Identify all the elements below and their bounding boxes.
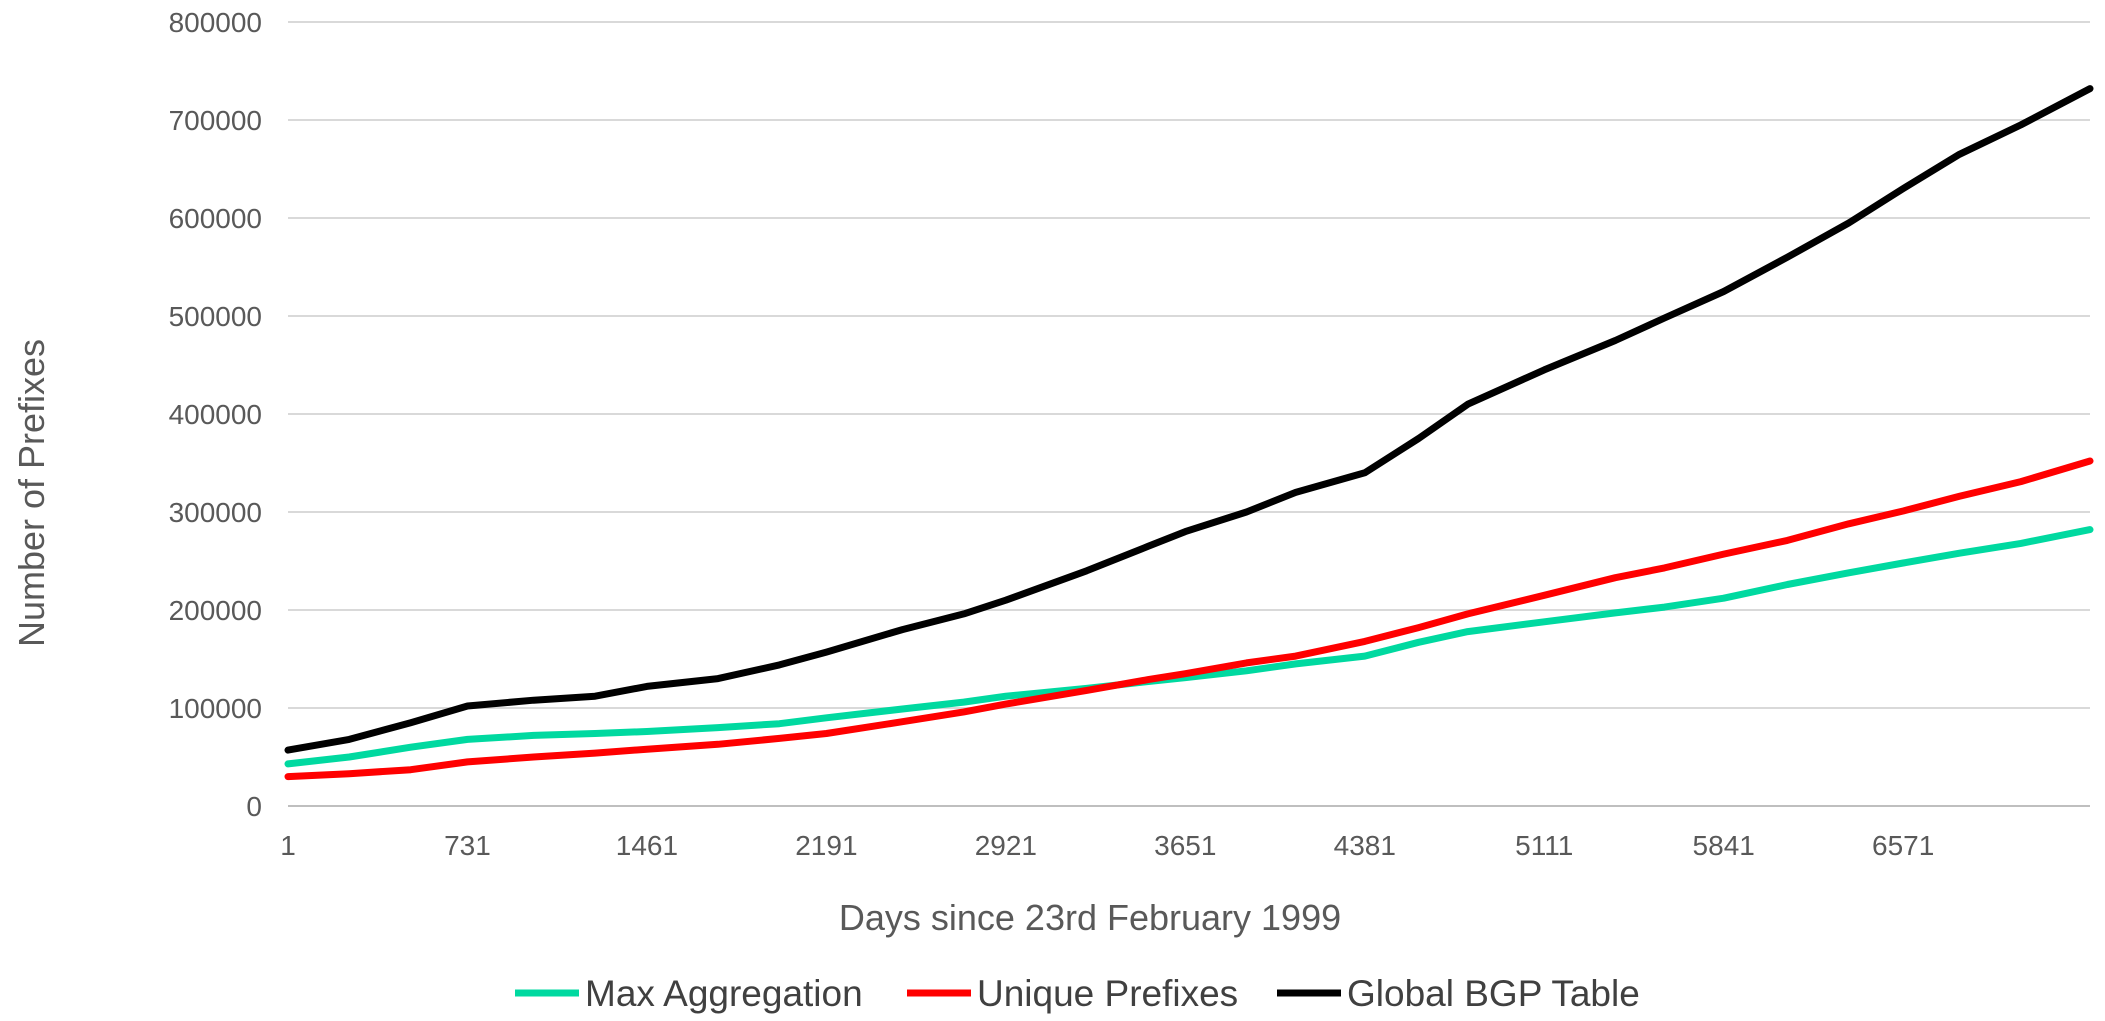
y-tick-label: 0 [246,791,262,822]
legend-label: Max Aggregation [585,973,863,1014]
x-tick-label: 1461 [616,830,678,861]
axes: 0 100000 200000 300000 400000 500000 600000 700… [169,7,1935,861]
y-tick-label: 200000 [169,595,262,626]
series-line-3 [288,89,2090,751]
gridlines [288,22,2090,806]
x-tick-label: 3651 [1154,830,1216,861]
y-tick-label: 400000 [169,399,262,430]
y-axis-title: Number of Prefixes [11,339,52,647]
x-tick-label: 4381 [1334,830,1396,861]
y-tick-label: 800000 [169,7,262,38]
x-tick-label: 5111 [1515,830,1573,861]
x-tick-label: 2921 [975,830,1037,861]
x-tick-label: 731 [444,830,491,861]
legend-label: Unique Prefixes [977,973,1238,1014]
x-tick-label: 6571 [1872,830,1934,861]
x-tick-label: 5841 [1693,830,1755,861]
x-tick-label: 1 [280,830,296,861]
series-line-1 [288,530,2090,764]
series-lines [288,89,2090,777]
y-tick-label: 100000 [169,693,262,724]
x-tick-label: 2191 [795,830,857,861]
y-tick-label: 600000 [169,203,262,234]
series-line-2 [288,461,2090,777]
y-tick-label: 500000 [169,301,262,332]
legend: Max Aggregation Unique Prefixes Global BGP… [515,973,1640,1014]
legend-label: Global BGP Table [1347,973,1640,1014]
x-axis-title: Days since 23rd February 1999 [839,897,1341,938]
y-tick-label: 300000 [169,497,262,528]
y-tick-label: 700000 [169,105,262,136]
